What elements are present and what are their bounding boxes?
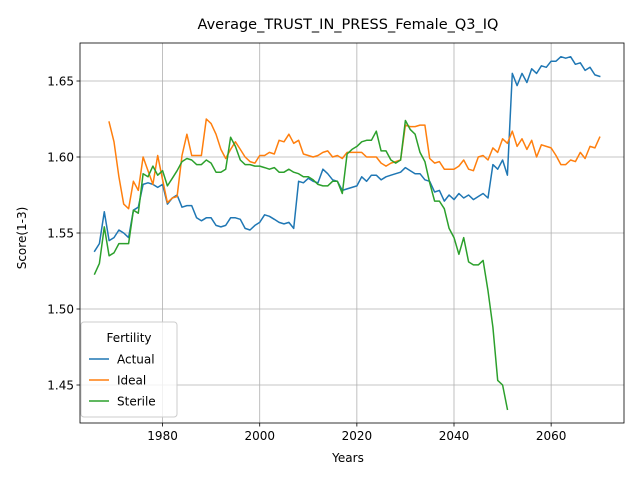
legend-title: Fertility xyxy=(106,331,151,345)
legend-item-actual: Actual xyxy=(89,352,155,366)
y-tick-label: 1.50 xyxy=(47,302,74,316)
x-tick-label: 2060 xyxy=(536,429,567,443)
x-axis-label: Years xyxy=(331,451,364,465)
series-line-actual xyxy=(93,55,601,253)
legend-item-ideal: Ideal xyxy=(89,373,146,387)
x-tick-label: 2040 xyxy=(439,429,470,443)
y-tick-label: 1.60 xyxy=(47,150,74,164)
y-axis-label: Score(1-3) xyxy=(15,207,29,270)
series-line-ideal xyxy=(108,118,601,210)
chart-title: Average_TRUST_IN_PRESS_Female_Q3_IQ xyxy=(198,17,499,33)
legend-item-sterile: Sterile xyxy=(89,394,156,408)
x-tick-label: 2000 xyxy=(244,429,275,443)
x-tick-label: 2020 xyxy=(342,429,373,443)
legend-label: Ideal xyxy=(117,373,146,387)
legend: Fertility Actual Ideal Sterile xyxy=(80,321,178,418)
legend-label: Actual xyxy=(117,352,155,366)
y-tick-label: 1.65 xyxy=(47,74,74,88)
legend-label: Sterile xyxy=(117,394,156,408)
y-tick-label: 1.45 xyxy=(47,378,74,392)
x-tick-label: 1980 xyxy=(147,429,178,443)
series-line-sterile xyxy=(93,119,509,411)
y-tick-label: 1.55 xyxy=(47,226,74,240)
